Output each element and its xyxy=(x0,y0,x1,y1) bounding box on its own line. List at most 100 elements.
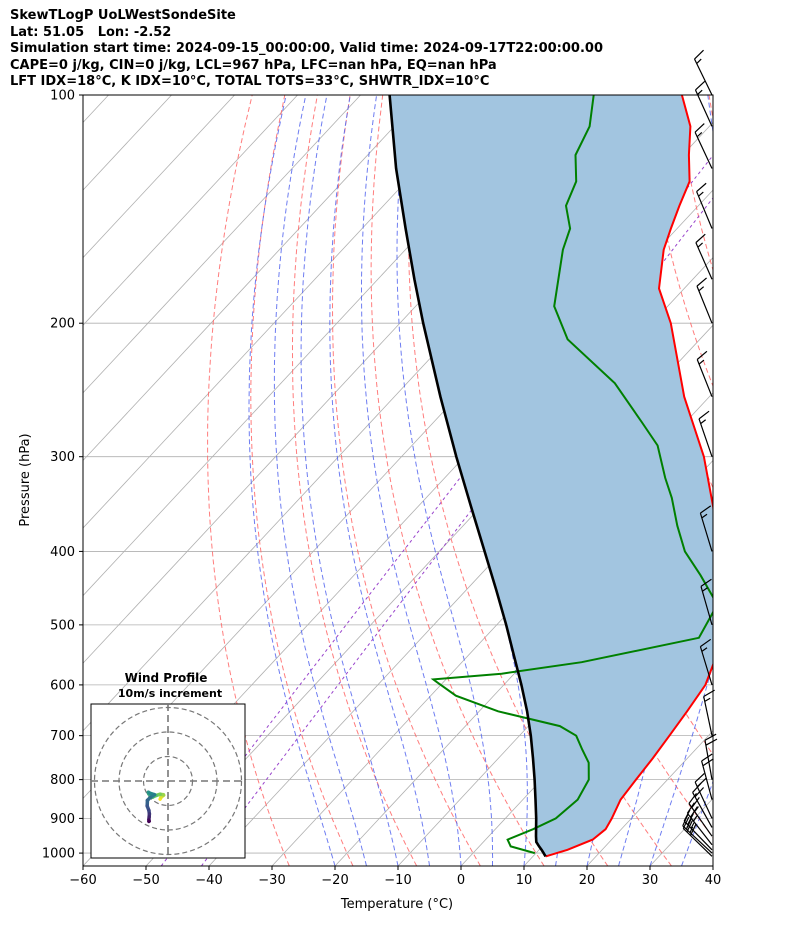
x-tick-label: −10 xyxy=(384,873,411,888)
barb-staff xyxy=(698,418,713,457)
barb-half-flag xyxy=(696,58,702,64)
location-line: Lat: 51.05 Lon: -2.52 xyxy=(10,24,172,40)
wind-barb xyxy=(696,182,713,229)
indices-line-2: LFT IDX=18°C, K IDX=10°C, TOTAL TOTS=33°… xyxy=(10,74,490,89)
x-tick-label: 40 xyxy=(705,873,722,888)
moist-adiabat xyxy=(361,95,462,866)
y-tick-label: 500 xyxy=(50,618,75,633)
barb-flag xyxy=(702,758,714,767)
hodograph-subtitle: 10m/s increment xyxy=(118,687,222,700)
barb-half-flag xyxy=(690,822,695,829)
wind-barb xyxy=(699,505,713,552)
wind-barb xyxy=(701,753,714,800)
barb-flag xyxy=(696,277,707,287)
barb-staff xyxy=(704,740,713,780)
y-tick-label: 200 xyxy=(50,317,75,332)
barb-staff xyxy=(686,812,713,846)
dry-adiabat xyxy=(331,95,481,866)
barb-flag xyxy=(687,813,695,825)
barb-staff xyxy=(699,512,713,552)
wind-barb xyxy=(694,123,713,169)
x-tick-label: 10 xyxy=(516,873,533,888)
barb-staff xyxy=(694,781,713,819)
barb-staff xyxy=(695,242,713,280)
barb-staff xyxy=(696,359,713,397)
moist-adiabat xyxy=(712,864,713,866)
barb-half-flag xyxy=(700,419,707,425)
barb-half-flag xyxy=(694,806,699,813)
wind-barb xyxy=(695,233,713,280)
barb-flag xyxy=(694,123,705,133)
wind-barb xyxy=(694,80,713,127)
barb-flag xyxy=(696,777,707,788)
y-tick-label: 600 xyxy=(50,678,75,693)
isotherm-line xyxy=(397,527,713,866)
cape-cin-fill xyxy=(389,95,713,857)
x-tick-label: −50 xyxy=(132,873,159,888)
wind-barb xyxy=(704,733,718,780)
barb-flag xyxy=(694,49,704,60)
isotherm-line xyxy=(586,730,713,866)
barb-half-flag xyxy=(698,359,705,365)
y-axis: 100 200 300 400 500 600 700 800 900 1000 xyxy=(42,89,83,862)
barb-staff xyxy=(703,696,713,736)
barb-half-flag xyxy=(689,826,694,833)
hodograph: Wind Profile 10m/s increment xyxy=(90,671,246,859)
barb-staff xyxy=(694,89,713,127)
indices-line: CAPE=0 j/kg, CIN=0 j/kg, LCL=967 hPa, LF… xyxy=(10,57,497,73)
isotherm-line xyxy=(83,95,298,326)
barb-half-flag xyxy=(698,191,704,197)
barb-flag xyxy=(700,638,712,648)
x-tick-label: −30 xyxy=(258,873,285,888)
barb-staff xyxy=(683,820,713,851)
x-tick-label: −40 xyxy=(195,873,222,888)
barb-staff xyxy=(692,792,713,828)
wind-barb xyxy=(693,49,713,96)
y-tick-label: 400 xyxy=(50,545,75,560)
y-tick-label: 800 xyxy=(50,773,75,788)
barb-flag xyxy=(696,350,708,360)
barb-half-flag xyxy=(702,587,708,592)
barb-staff xyxy=(694,131,713,169)
wind-barb xyxy=(688,792,713,837)
dry-adiabat xyxy=(207,95,290,866)
barb-flag xyxy=(689,806,698,818)
barb-flag xyxy=(704,733,717,741)
isotherm-line xyxy=(83,95,361,394)
barb-staff xyxy=(682,828,713,857)
barb-flag xyxy=(700,505,712,514)
isotherm-line xyxy=(83,95,235,259)
chart-title: SkewTLogP UoLWestSondeSite xyxy=(10,8,236,23)
y-tick-label: 700 xyxy=(50,729,75,744)
dry-adiabat xyxy=(742,95,794,866)
barb-flag xyxy=(691,797,700,808)
x-tick-label: 0 xyxy=(457,873,465,888)
dewpoint-line xyxy=(430,95,713,855)
x-axis-label: Temperature (°C) xyxy=(340,897,453,912)
barb-half-flag xyxy=(701,647,708,652)
dry-adiabat xyxy=(250,95,354,866)
profile-lines xyxy=(388,95,713,858)
barb-flag xyxy=(695,80,706,91)
barb-staff xyxy=(693,58,713,96)
barb-half-flag xyxy=(698,286,705,292)
x-tick-label: 20 xyxy=(579,873,596,888)
moist-adiabat xyxy=(681,780,713,866)
x-tick-label: −60 xyxy=(69,873,96,888)
wind-barb xyxy=(703,689,715,736)
dry-adiabat xyxy=(774,95,794,866)
chart-header: SkewTLogP UoLWestSondeSite Lat: 51.05 Lo… xyxy=(10,8,603,91)
isotherm-line xyxy=(776,95,794,866)
barb-staff xyxy=(696,191,713,229)
isotherm-line xyxy=(712,865,713,866)
barb-flag xyxy=(694,773,705,783)
barb-staff xyxy=(682,825,713,854)
y-tick-label: 100 xyxy=(50,89,75,104)
barb-half-flag xyxy=(701,513,708,519)
wind-barb xyxy=(696,350,713,397)
x-tick-label: 30 xyxy=(642,873,659,888)
x-tick-label: −20 xyxy=(321,873,348,888)
y-tick-label: 300 xyxy=(50,450,75,465)
y-axis-label: Pressure (hPa) xyxy=(18,433,33,526)
